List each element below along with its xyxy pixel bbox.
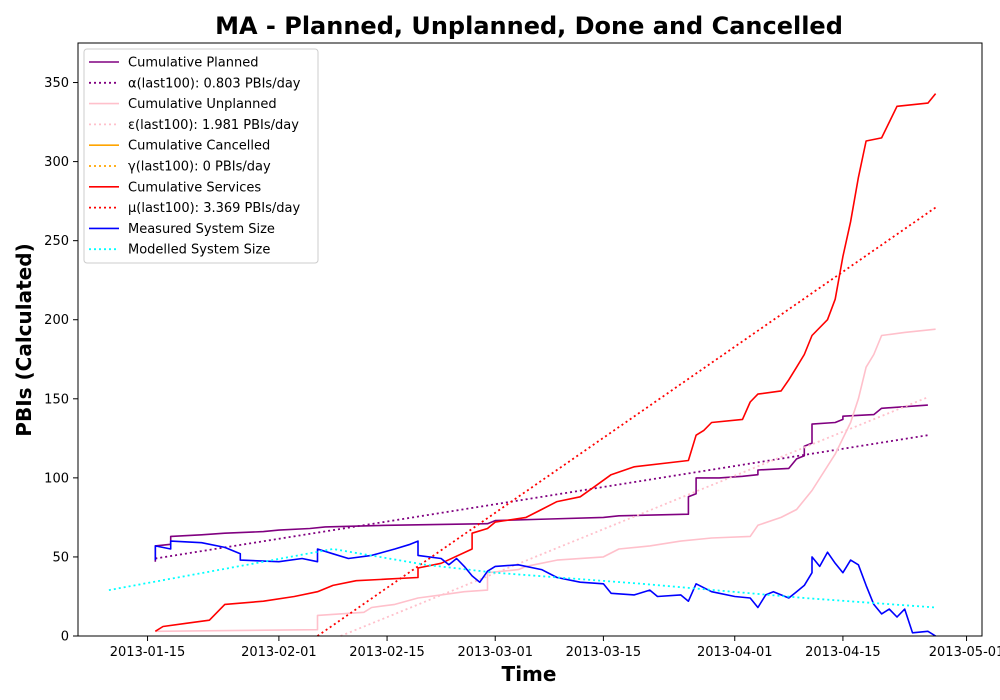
legend-entry-8: μ(last100): 3.369 PBIs/day xyxy=(128,201,300,216)
legend-entry-5: Cumulative Cancelled xyxy=(128,139,270,154)
x-tick-label: 2013-04-01 xyxy=(697,645,773,660)
legend-box xyxy=(83,48,319,264)
legend-entry-10: Modelled System Size xyxy=(128,243,270,258)
y-tick-label: 200 xyxy=(44,313,69,328)
x-tick-label: 2013-03-01 xyxy=(457,645,533,660)
series-line-2 xyxy=(155,434,929,560)
legend-entry-6: γ(last100): 0 PBIs/day xyxy=(128,160,271,175)
series-layer xyxy=(108,93,937,637)
x-tick-label: 2013-01-15 xyxy=(110,645,186,660)
plot-frame xyxy=(77,42,983,637)
series-line-1 xyxy=(154,404,928,562)
series-line-3 xyxy=(155,328,936,633)
legend-entry-7: Cumulative Services xyxy=(128,180,261,195)
y-tick-label: 0 xyxy=(61,630,69,645)
y-tick-label: 300 xyxy=(44,155,69,170)
chart-title: MA - Planned, Unplanned, Done and Cancel… xyxy=(215,12,843,40)
y-axis: 0 50 100 150 200 250 300 350 xyxy=(44,76,78,645)
y-axis-label: PBIs (Calculated) xyxy=(12,243,36,436)
series-line-10 xyxy=(108,548,936,609)
legend-entry-2: α(last100): 0.803 PBIs/day xyxy=(128,76,301,91)
y-tick-label: 100 xyxy=(44,471,69,486)
x-tick-label: 2013-03-15 xyxy=(566,645,642,660)
legend-entry-9: Measured System Size xyxy=(128,222,275,237)
x-tick-label: 2013-02-01 xyxy=(241,645,317,660)
series-line-7 xyxy=(154,93,937,632)
y-tick-label: 350 xyxy=(44,76,69,91)
x-tick-label: 2013-04-15 xyxy=(805,645,881,660)
legend-entry-4: ε(last100): 1.981 PBIs/day xyxy=(128,118,299,133)
legend-entry-1: Cumulative Planned xyxy=(128,56,258,71)
y-tick-label: 50 xyxy=(52,550,69,565)
legend-entry-3: Cumulative Unplanned xyxy=(128,97,277,112)
x-tick-label: 2013-05-01 xyxy=(929,645,1000,660)
x-axis: 2013-01-15 2013-02-01 2013-02-15 2013-03-01… xyxy=(110,636,1000,660)
series-line-4 xyxy=(340,396,929,637)
series-line-9 xyxy=(154,540,937,637)
x-axis-label: Time xyxy=(502,662,557,686)
y-tick-label: 250 xyxy=(44,234,69,249)
x-tick-label: 2013-02-15 xyxy=(349,645,425,660)
legend: Cumulative Planned α(last100): 0.803 PBIs… xyxy=(83,48,319,264)
y-tick-label: 150 xyxy=(44,392,69,407)
